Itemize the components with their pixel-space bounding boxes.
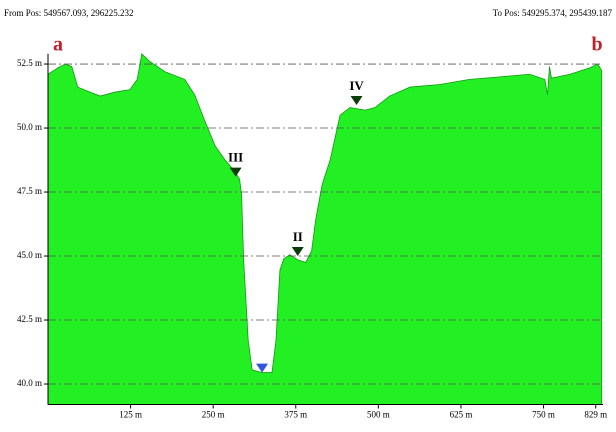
- marker: [350, 95, 363, 105]
- y-tick-label: 52.5 m: [17, 58, 42, 68]
- marker-label: II: [293, 229, 303, 244]
- end-label: b: [591, 34, 602, 56]
- y-tick-label: 45.0 m: [17, 250, 42, 260]
- x-tick-label: 500 m: [367, 410, 390, 420]
- y-tick-label: 50.0 m: [17, 122, 42, 132]
- x-tick-label: 125 m: [119, 410, 142, 420]
- to-pos: To Pos: 549295.374, 295439.187: [493, 8, 613, 18]
- profile-area: [47, 52, 603, 405]
- start-label: a: [53, 34, 63, 56]
- y-tick-label: 42.5 m: [17, 314, 42, 324]
- marker-label: IV: [349, 78, 364, 93]
- min-marker: [256, 363, 269, 373]
- y-tick-label: 40.0 m: [17, 378, 42, 388]
- from-pos: From Pos: 549567.093, 296225.232: [4, 8, 134, 18]
- y-tick-label: 47.5 m: [17, 186, 42, 196]
- marker: [291, 247, 304, 257]
- x-tick-label: 375 m: [284, 410, 307, 420]
- x-tick-label: 625 m: [450, 410, 473, 420]
- x-tick-label: 829 m: [584, 410, 607, 420]
- marker-label: III: [228, 150, 243, 165]
- x-tick-label: 250 m: [202, 410, 225, 420]
- x-tick-label: 750 m: [532, 410, 555, 420]
- marker: [229, 167, 242, 177]
